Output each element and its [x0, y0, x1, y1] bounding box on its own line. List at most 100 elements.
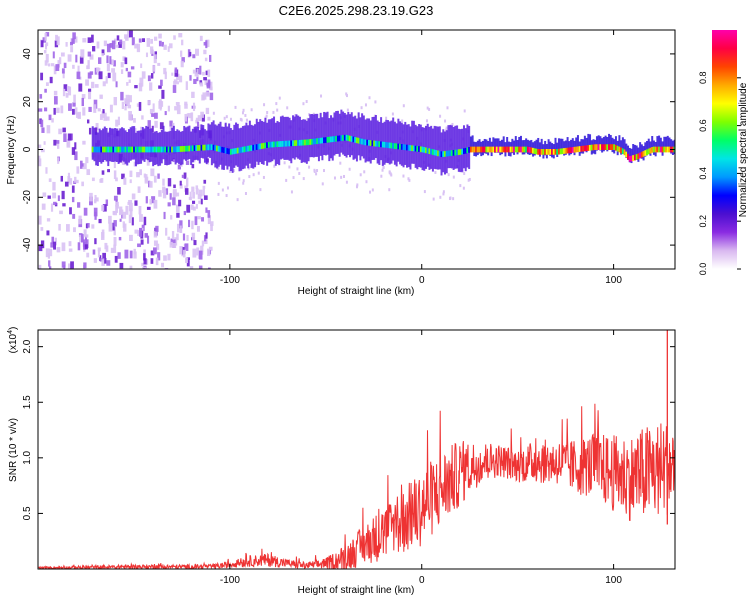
- spectrogram-core-cell: [654, 146, 657, 153]
- spectrogram-core-cell: [229, 149, 232, 155]
- y-tick-label: 0: [22, 146, 33, 152]
- spectrogram-core-cell: [373, 140, 376, 147]
- spectrogram-noise-cell: [85, 223, 89, 229]
- spectrogram-noise-cell: [179, 225, 182, 233]
- spectrogram-noise-cell: [171, 72, 174, 76]
- spectrogram-band-cell: [488, 137, 491, 153]
- spectrogram-noise-cell: [113, 60, 116, 67]
- spectrogram-noise-cell: [207, 215, 211, 225]
- spectrogram-noise-cell: [81, 163, 84, 167]
- spectrogram-core-cell: [378, 141, 381, 147]
- spectrogram-core-cell: [549, 149, 552, 155]
- spectrogram-core-cell: [383, 141, 386, 148]
- spectrogram-noise-cell: [119, 218, 122, 222]
- spectrogram-noise-cell: [198, 200, 201, 204]
- y-tick-label: 1.0: [22, 450, 33, 464]
- spectrogram-core-cell: [240, 147, 243, 153]
- spectrogram-core-cell: [416, 145, 419, 152]
- spectrogram-noise-cell: [87, 119, 90, 124]
- spectrogram-core-cell: [583, 145, 586, 152]
- spectrogram-noise-cell: [207, 116, 211, 121]
- spectrogram-band-cell: [235, 122, 238, 166]
- spectrogram-core-cell: [387, 142, 390, 149]
- spectrogram-noise-cell: [127, 30, 131, 38]
- spectrogram-noise-cell: [322, 169, 325, 173]
- spectrogram-noise-cell: [152, 65, 156, 72]
- spectrogram-noise-cell: [157, 173, 160, 179]
- colorbar-tick-label: 0.2: [698, 215, 708, 228]
- spectrogram-core-cell: [122, 146, 125, 153]
- spectrogram-noise-cell: [208, 267, 211, 269]
- spectrogram-noise-cell: [99, 94, 103, 99]
- spectrogram-noise-cell: [138, 101, 142, 111]
- spectrogram-core-cell: [241, 146, 244, 153]
- spectrogram-band-cell: [437, 126, 440, 170]
- spectrogram-band-cell: [571, 138, 574, 153]
- spectrogram-noise-cell: [67, 172, 71, 180]
- spectrogram-noise-cell: [199, 65, 202, 75]
- spectrogram-core-cell: [257, 143, 260, 150]
- spectrogram-noise-cell: [43, 141, 46, 145]
- spectrogram-noise-cell: [153, 199, 158, 209]
- spectrogram-core-cell: [656, 146, 659, 153]
- spectrogram-core-cell: [110, 146, 113, 153]
- spectrogram-noise-cell: [217, 192, 220, 196]
- spectrogram-noise-cell: [463, 172, 466, 176]
- spectrogram-core-cell: [290, 140, 293, 147]
- spectrogram-core-cell: [625, 151, 628, 158]
- spectrogram-band-cell: [454, 125, 457, 169]
- spectrogram-noise-cell: [203, 235, 207, 242]
- spectrogram-noise-cell: [88, 90, 92, 100]
- spectrogram-noise-cell: [91, 177, 95, 182]
- spectrogram-band-cell: [127, 129, 130, 163]
- spectrogram-core-cell: [388, 142, 391, 149]
- spectrogram-noise-cell: [391, 112, 394, 116]
- spectrogram-noise-cell: [285, 178, 288, 182]
- spectrogram-noise-cell: [381, 168, 384, 172]
- spectrogram-noise-cell: [38, 144, 42, 148]
- spectrogram-core-cell: [666, 146, 669, 153]
- spectrogram-core-cell: [414, 145, 417, 152]
- spectrogram-noise-cell: [134, 200, 138, 206]
- spectrogram-core-cell: [176, 146, 179, 153]
- spectrogram-noise-cell: [115, 81, 118, 88]
- spectrogram-core-cell: [260, 143, 263, 149]
- spectrogram-noise-cell: [134, 85, 138, 89]
- spectrogram-noise-cell: [55, 34, 58, 41]
- spectrogram-noise-cell: [445, 128, 448, 132]
- spectrogram-noise-cell: [173, 81, 177, 86]
- spectrogram-noise-cell: [153, 175, 157, 183]
- spectrogram-core-cell: [545, 149, 548, 155]
- spectrogram-noise-cell: [98, 57, 102, 64]
- spectrogram-noise-cell: [67, 263, 72, 269]
- spectrogram-noise-cell: [78, 215, 82, 225]
- spectrogram-noise-cell: [56, 36, 60, 46]
- spectrogram-band-cell: [583, 135, 586, 151]
- spectrogram-core-cell: [490, 146, 493, 153]
- spectrogram-core-cell: [495, 146, 498, 153]
- spectrogram-noise-cell: [50, 63, 55, 67]
- spectrogram-noise-cell: [60, 105, 64, 114]
- spectrogram-noise-cell: [226, 186, 229, 190]
- spectrogram-noise-cell: [298, 171, 301, 175]
- spectrogram-core-cell: [279, 141, 282, 147]
- spectrogram-band-cell: [419, 124, 422, 168]
- spectrogram-noise-cell: [205, 232, 208, 239]
- spectrogram-noise-cell: [57, 60, 60, 68]
- spectrogram-noise-cell: [186, 177, 189, 187]
- spectrogram-noise-cell: [152, 103, 155, 112]
- spectrogram-band-cell: [399, 121, 402, 165]
- spectrogram-noise-cell: [65, 42, 68, 47]
- spectrogram-core-cell: [91, 146, 94, 153]
- spectrogram-core-cell: [297, 140, 300, 146]
- spectrogram-noise-cell: [145, 52, 149, 58]
- spectrogram-core-cell: [561, 148, 564, 155]
- spectrogram-noise-cell: [171, 231, 175, 240]
- spectrogram-noise-cell: [153, 240, 158, 246]
- spectrogram-core-cell: [407, 144, 410, 151]
- spectrogram-noise-cell: [63, 62, 67, 69]
- spectrogram-noise-cell: [74, 107, 78, 115]
- spectrogram-noise-cell: [129, 179, 132, 184]
- spectrogram-core-cell: [620, 147, 623, 154]
- spectrogram-noise-cell: [463, 109, 466, 113]
